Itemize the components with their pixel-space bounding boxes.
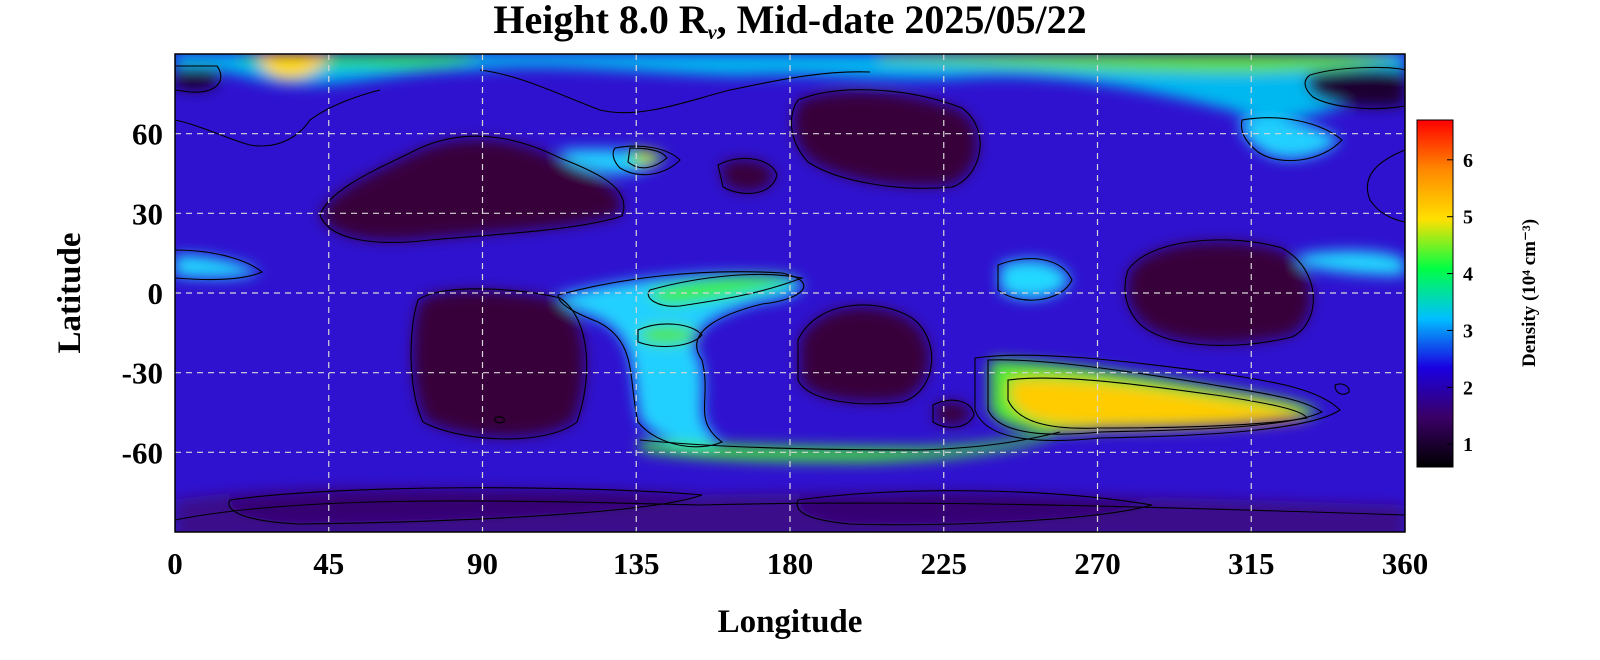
x-tick-label: 360 [1382,546,1429,581]
x-tick-label: 270 [1074,546,1121,581]
y-tick-label: 30 [132,196,163,231]
y-tick-label: 60 [132,117,163,152]
contour-lines [175,65,1405,526]
x-tick-label: 90 [467,546,498,581]
x-axis-tick-labels: 0 45 90 135 180 225 270 315 360 [167,546,1428,581]
y-axis-tick-labels: 60 30 0 -30 -60 [122,117,163,471]
colorbar-tick-label: 3 [1463,320,1473,342]
y-tick-label: -30 [122,356,163,391]
colorbar-gradient [1416,119,1454,468]
x-tick-label: 225 [921,546,968,581]
colorbar-label: Density (10⁴ cm⁻³) [1519,219,1540,367]
grid-lines [175,54,1405,532]
title-prefix: Height 8.0 R [493,0,708,42]
x-tick-label: 135 [613,546,660,581]
plot-frame [174,53,1406,533]
y-tick-label: -60 [122,435,163,470]
x-tick-label: 45 [313,546,344,581]
x-tick-label: 180 [767,546,814,581]
x-axis-label: Longitude [718,604,863,640]
y-axis-label: Latitude [52,232,88,353]
colorbar: 1 2 3 4 5 6 Density (10⁴ cm⁻³) [1416,119,1540,468]
y-tick-label: 0 [148,276,164,311]
colorbar-tick-label: 2 [1463,377,1473,399]
colorbar-tick-label: 1 [1463,434,1473,456]
colorbar-tick-label: 5 [1463,207,1473,229]
chart-title: Height 8.0 Rv, Mid-date 2025/05/22 [175,0,1405,43]
heatmap-plot [174,53,1406,533]
colorbar-tick-label: 4 [1463,264,1473,286]
colorbar-tick-labels: 1 2 3 4 5 6 [1447,150,1473,456]
colorbar-tick-label: 6 [1463,150,1473,172]
x-tick-label: 315 [1228,546,1275,581]
title-subscript: v [707,22,717,44]
x-tick-label: 0 [167,546,183,581]
title-suffix: , Mid-date 2025/05/22 [716,0,1087,42]
